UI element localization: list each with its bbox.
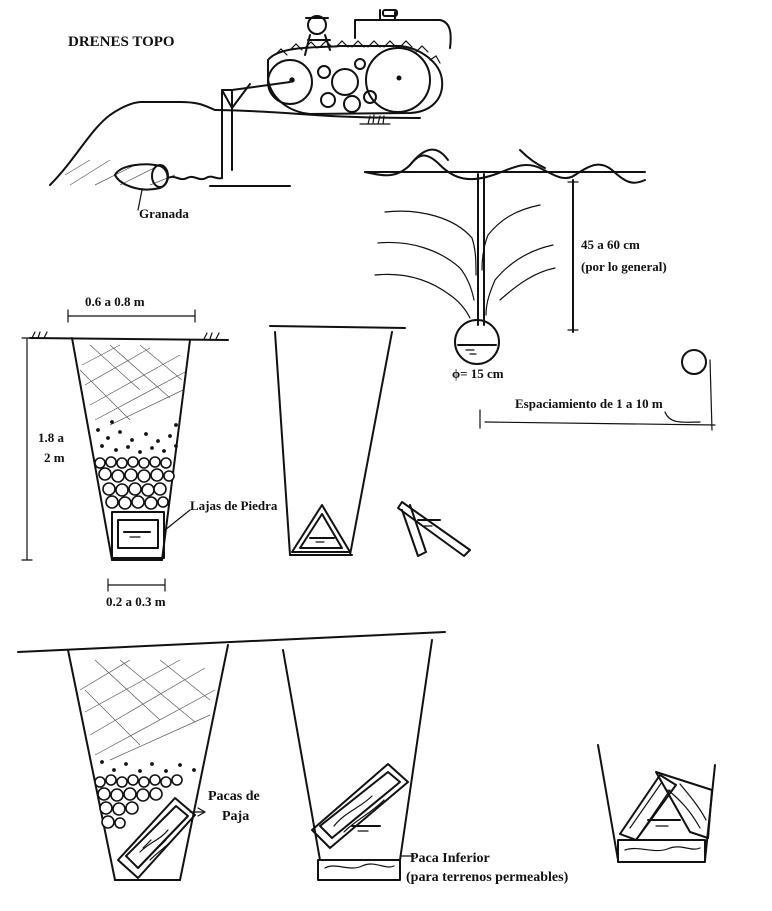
depth-label: 45 a 60 cm [581, 237, 640, 252]
trench-triangle-slabs [269, 325, 471, 557]
trench-depth-label-1: 1.8 a [38, 430, 65, 445]
trench-straw-bales [17, 631, 446, 881]
top-width-label: 0.6 a 0.8 m [85, 294, 145, 309]
spacing-label: Espaciamiento de 1 a 10 m [515, 396, 663, 411]
paca-inferior-label: Paca Inferior [410, 851, 490, 866]
depth-note: (por lo general) [581, 259, 667, 274]
lajas-label: Lajas de Piedra [190, 498, 278, 513]
trench-bale-triangle [597, 744, 716, 863]
tractor-track [267, 45, 444, 115]
soil-section [364, 148, 716, 431]
trench-stone-fill [21, 309, 229, 592]
trench-depth-label-2: 2 m [44, 450, 65, 465]
mole-drain-channel [454, 319, 500, 365]
pacas-label-2: Paja [222, 809, 249, 824]
paca-inferior-note: (para terrenos permeables) [406, 870, 569, 885]
trench-bale-lower [282, 639, 433, 881]
diameter-label: ϕ= 15 cm [452, 366, 504, 381]
loose-circle [681, 349, 707, 375]
pacas-label-1: Pacas de [208, 789, 260, 804]
bottom-width-label: 0.2 a 0.3 m [106, 594, 166, 609]
granada-label: Granada [139, 206, 189, 221]
granada-torpedo [114, 163, 169, 191]
diagram-title: DRENES TOPO [68, 34, 175, 50]
tractor-illustration [49, 9, 452, 191]
